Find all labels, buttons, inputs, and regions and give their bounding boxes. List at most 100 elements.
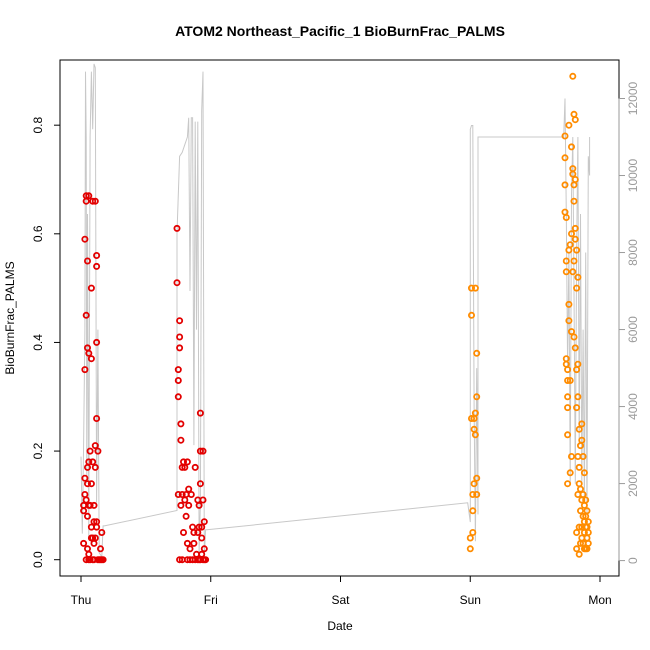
data-point (473, 349, 481, 357)
data-point (562, 213, 570, 221)
data-point (89, 197, 97, 205)
data-point (568, 230, 576, 238)
data-point (84, 480, 92, 488)
data-point (93, 518, 101, 526)
data-point (185, 485, 193, 493)
x-tick-label: Sun (460, 593, 481, 607)
data-point (571, 344, 579, 352)
data-point (86, 501, 94, 509)
data-point (471, 284, 479, 292)
data-point (87, 284, 95, 292)
data-point (177, 420, 185, 428)
data-point (198, 523, 206, 531)
data-point (584, 529, 592, 537)
data-point (89, 458, 97, 466)
data-point (80, 507, 88, 515)
data-point (93, 251, 101, 259)
y2-tick-label: 0 (626, 557, 640, 564)
data-point (97, 545, 105, 553)
data-point (566, 376, 574, 384)
data-point (578, 436, 586, 444)
data-point (575, 425, 583, 433)
data-point (84, 257, 92, 265)
data-point (575, 463, 583, 471)
data-point (98, 529, 106, 537)
data-point (571, 224, 579, 232)
data-point (93, 523, 101, 531)
left-y-axis: 0.0 0.2 0.4 0.6 0.8 (31, 117, 61, 568)
data-point (94, 447, 102, 455)
data-point (173, 279, 181, 287)
data-point (562, 257, 570, 265)
data-point (90, 539, 98, 547)
data-point (195, 523, 203, 531)
data-point (82, 556, 90, 564)
data-point (176, 317, 184, 325)
data-point (578, 534, 586, 542)
data-point (178, 490, 186, 498)
data-point (562, 360, 570, 368)
data-point (570, 181, 578, 189)
data-point (562, 268, 570, 276)
series-layer (80, 63, 592, 564)
y-tick-label: 0.2 (31, 442, 45, 459)
y2-tick-label: 8000 (626, 239, 640, 266)
series-0-points (80, 192, 210, 564)
data-point (174, 376, 182, 384)
data-point (90, 501, 98, 509)
data-point (565, 317, 573, 325)
x-axis: Thu Fri Sat Sun Mon (71, 575, 612, 607)
y2-tick-label: 10000 (626, 159, 640, 193)
data-point (575, 523, 583, 531)
data-point (569, 72, 577, 80)
data-point (91, 197, 99, 205)
data-point (91, 463, 99, 471)
y2-tick-label: 2000 (626, 470, 640, 497)
data-point (198, 550, 206, 558)
data-point (176, 344, 184, 352)
data-point (82, 311, 90, 319)
y-axis-label: BioBurnFrac_PALMS (3, 261, 17, 374)
data-point (473, 490, 481, 498)
data-point (564, 376, 572, 384)
data-point (466, 545, 474, 553)
y-tick-label: 0.6 (31, 225, 45, 242)
y-tick-label: 0.0 (31, 551, 45, 568)
data-point (466, 534, 474, 542)
x-tick-label: Fri (204, 593, 218, 607)
data-point (183, 539, 191, 547)
data-point (82, 192, 90, 200)
data-point (580, 469, 588, 477)
data-point (200, 518, 208, 526)
data-point (569, 170, 577, 178)
data-point (573, 545, 581, 553)
data-point (177, 501, 185, 509)
data-point (583, 507, 591, 515)
data-point (564, 480, 572, 488)
data-point (580, 545, 588, 553)
data-point (174, 393, 182, 401)
data-point (85, 556, 93, 564)
data-point (579, 452, 587, 460)
data-point (80, 539, 88, 547)
data-point (573, 366, 581, 374)
data-point (89, 534, 97, 542)
data-point (574, 273, 582, 281)
data-point (90, 518, 98, 526)
data-point (93, 338, 101, 346)
data-point (470, 480, 478, 488)
y-tick-label: 0.8 (31, 117, 45, 134)
data-point (471, 431, 479, 439)
data-point (568, 452, 576, 460)
data-point (82, 496, 90, 504)
data-point (81, 490, 89, 498)
data-point (199, 447, 207, 455)
x-tick-label: Mon (588, 593, 611, 607)
chart-title: ATOM2 Northeast_Pacific_1 BioBurnFrac_PA… (175, 23, 505, 39)
data-point (561, 154, 569, 162)
data-point (564, 404, 572, 412)
data-point (570, 197, 578, 205)
data-point (570, 110, 578, 118)
data-point (198, 534, 206, 542)
